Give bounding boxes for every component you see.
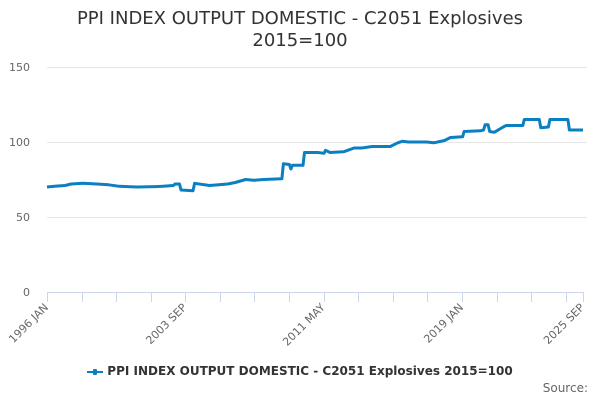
chart-title-line1: PPI INDEX OUTPUT DOMESTIC - C2051 Explos…	[76, 8, 524, 29]
source-label: Source:	[542, 381, 588, 395]
legend-line-icon	[87, 368, 104, 375]
x-tick-label: 2019 JAN	[421, 301, 466, 346]
y-tick-label: 100	[9, 136, 30, 149]
legend-label: PPI INDEX OUTPUT DOMESTIC - C2051 Explos…	[107, 364, 513, 378]
y-axis-labels: 0 50 100 150	[9, 61, 30, 299]
y-tick-label: 0	[23, 286, 30, 299]
y-tick-label: 150	[9, 61, 30, 74]
series-line[interactable]	[46, 118, 583, 193]
chart-title-line2: 2015=100	[252, 30, 348, 51]
x-tick-label: 1996 JAN	[6, 301, 51, 346]
x-tick-label: 2011 MAY	[280, 301, 328, 349]
y-tick-label: 50	[16, 211, 30, 224]
legend-item[interactable]: PPI INDEX OUTPUT DOMESTIC - C2051 Explos…	[0, 364, 600, 378]
x-tick-label: 2003 SEP	[143, 301, 189, 347]
plot-area: 0 50 100 150 1996 JAN 2003 SEP 2011 MAY 2019 J…	[6, 61, 587, 349]
gridlines	[47, 67, 587, 218]
x-tick-label: 2025 SEP	[541, 301, 587, 347]
chart-title: PPI INDEX OUTPUT DOMESTIC - C2051 Explos…	[0, 8, 600, 52]
x-axis: 1996 JAN 2003 SEP 2011 MAY 2019 JAN 2025 SEP	[6, 292, 587, 349]
